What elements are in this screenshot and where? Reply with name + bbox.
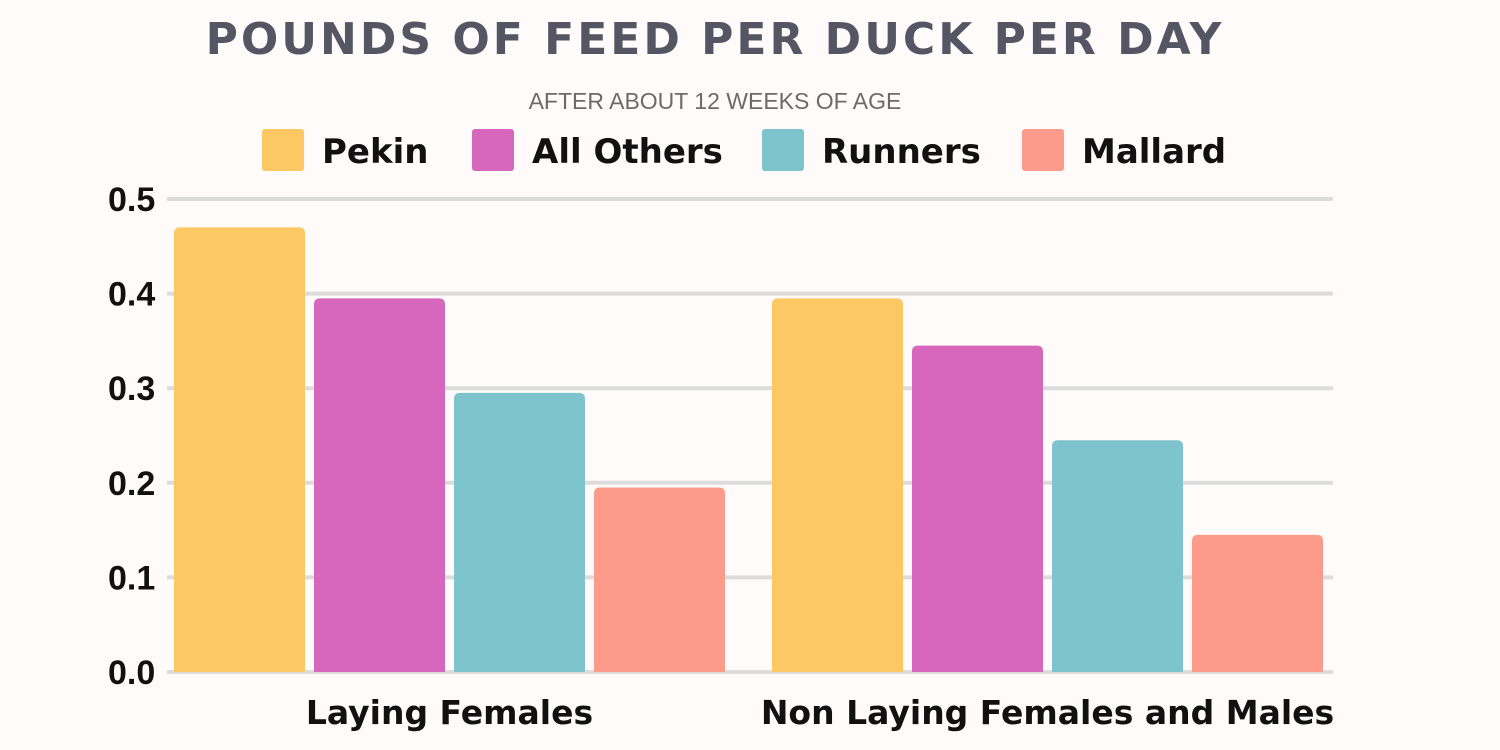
- category-label: Laying Females: [306, 693, 593, 732]
- legend-label: Mallard: [1082, 132, 1226, 172]
- legend-swatch: [262, 129, 304, 171]
- legend-swatch: [762, 129, 804, 171]
- y-axis-ticks: 0.0 0.1 0.2 0.3 0.4 0.5: [108, 181, 155, 692]
- legend-swatch: [472, 129, 514, 171]
- legend-swatch: [1022, 129, 1064, 171]
- bar-runners: [1052, 440, 1183, 672]
- bars: [174, 227, 1323, 672]
- bar-all-others: [314, 298, 445, 672]
- y-tick-label: 0.5: [108, 181, 155, 219]
- bar-all-others: [912, 345, 1043, 672]
- x-axis-categories: Laying Females Non Laying Females and Mal…: [306, 693, 1334, 732]
- y-tick-label: 0.2: [108, 465, 155, 503]
- y-tick-label: 0.4: [108, 276, 155, 314]
- bar-pekin: [174, 227, 305, 672]
- bar-mallard: [1192, 534, 1323, 672]
- legend: Pekin All Others Runners Mallard: [262, 129, 1226, 172]
- category-label: Non Laying Females and Males: [761, 693, 1334, 732]
- legend-label: Pekin: [322, 132, 428, 172]
- chart-title: POUNDS OF FEED PER DUCK PER DAY: [205, 14, 1225, 65]
- chart-subtitle: AFTER ABOUT 12 WEEKS OF AGE: [528, 88, 902, 114]
- bar-runners: [454, 392, 585, 672]
- legend-label: All Others: [532, 132, 723, 172]
- legend-label: Runners: [822, 132, 981, 172]
- bar-mallard: [594, 487, 725, 672]
- bar-pekin: [772, 298, 903, 672]
- y-tick-label: 0.0: [108, 654, 155, 692]
- y-tick-label: 0.1: [108, 559, 155, 597]
- y-tick-label: 0.3: [108, 370, 155, 408]
